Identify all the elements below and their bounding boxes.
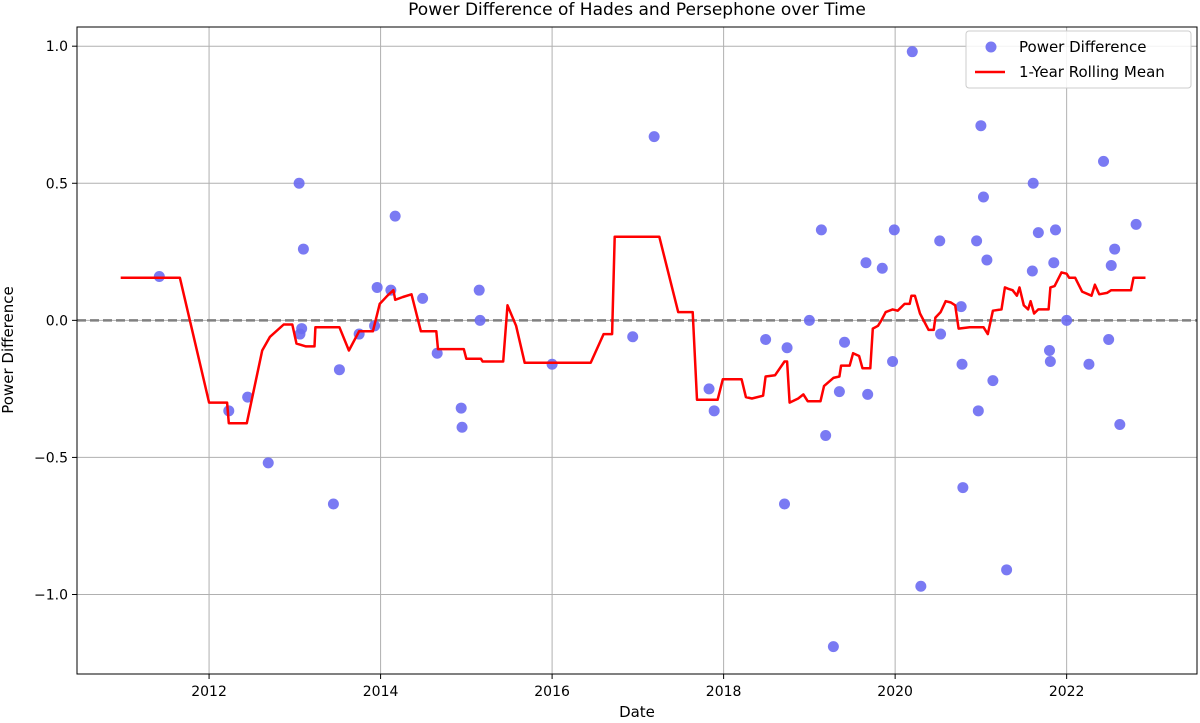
x-tick-label-3: 2018 (706, 684, 742, 700)
scatter-point-14 (389, 210, 401, 222)
scatter-point-25 (708, 405, 720, 417)
scatter-point-41 (915, 580, 927, 592)
scatter-point-50 (977, 191, 989, 203)
scatter-point-63 (1098, 155, 1110, 167)
scatter-point-29 (803, 314, 815, 326)
rolling-mean-line (120, 235, 1146, 425)
scatter-point-49 (975, 120, 987, 132)
scatter-point-16 (431, 347, 443, 359)
scatter-point-42 (934, 235, 946, 247)
scatter-point-7 (297, 243, 309, 255)
x-tick-label-5: 2022 (1049, 684, 1085, 700)
chart-title: Power Difference of Hades and Persephone… (408, 0, 866, 20)
scatter-point-58 (1044, 355, 1056, 367)
scatter-point-45 (956, 358, 968, 370)
x-axis-title: Date (619, 703, 655, 721)
x-axis: 2012 2014 2016 2018 2020 2022 (191, 674, 1084, 700)
scatter-point-2 (242, 391, 254, 403)
scatter-point-64 (1103, 334, 1115, 346)
scatter-point-3 (262, 457, 274, 469)
scatter-point-34 (839, 336, 851, 348)
y-tick-label-2: 0.0 (46, 313, 68, 329)
y-tick-label-4: 1.0 (46, 39, 68, 55)
scatter-point-15 (417, 292, 429, 304)
x-tick-label-1: 2014 (363, 684, 399, 700)
scatter-point-53 (1001, 564, 1013, 576)
scatter-point-60 (1049, 224, 1061, 236)
scatter-point-54 (1026, 265, 1038, 277)
scatter-point-4 (293, 177, 305, 189)
scatter-point-9 (333, 364, 345, 376)
scatter-point-28 (781, 342, 793, 354)
scatter-point-48 (972, 405, 984, 417)
legend-label-power-difference: Power Difference (1019, 38, 1146, 56)
scatter-point-27 (779, 498, 791, 510)
scatter-point-26 (760, 334, 772, 346)
scatter-point-18 (456, 421, 468, 433)
scatter-point-8 (327, 498, 339, 510)
scatter-point-62 (1083, 358, 1095, 370)
scatter-point-17 (455, 402, 467, 414)
plot-frame (76, 26, 1198, 675)
scatter-point-6 (296, 323, 308, 335)
scatter-point-37 (876, 262, 888, 274)
scatter-point-52 (987, 375, 999, 387)
scatter-point-23 (648, 131, 660, 143)
scatter-point-66 (1109, 243, 1121, 255)
scatter-point-51 (981, 254, 993, 266)
scatter-point-38 (887, 355, 899, 367)
scatter-point-21 (546, 358, 558, 370)
legend-marker-power-difference (985, 41, 997, 53)
scatter-point-68 (1130, 218, 1142, 230)
scatter-point-35 (860, 257, 872, 269)
scatter-point-12 (371, 281, 383, 293)
scatter-point-61 (1061, 314, 1073, 326)
legend-box (965, 30, 1192, 89)
y-tick-label-1: −0.5 (34, 450, 68, 466)
scatter-point-44 (955, 301, 967, 313)
scatter-point-39 (888, 224, 900, 236)
scatter-point-20 (474, 314, 486, 326)
legend: Power Difference 1-Year Rolling Mean (965, 30, 1192, 89)
x-tick-label-4: 2020 (877, 684, 913, 700)
scatter-point-33 (833, 386, 845, 398)
y-tick-label-0: −1.0 (34, 587, 68, 603)
scatter-point-36 (862, 388, 874, 400)
x-tick-label-0: 2012 (191, 684, 227, 700)
scatter-point-65 (1105, 260, 1117, 272)
scatter-point-67 (1114, 419, 1126, 431)
scatter-point-22 (627, 331, 639, 343)
scatter-point-57 (1043, 345, 1055, 356)
scatter-point-0 (153, 270, 165, 282)
rolling-mean-series (120, 235, 1146, 425)
y-axis: −1.0 −0.5 0.0 0.5 1.0 (34, 39, 77, 603)
scatter-point-32 (827, 641, 839, 653)
scatter-point-40 (906, 46, 918, 58)
y-tick-label-3: 0.5 (46, 176, 68, 192)
scatter-point-46 (957, 482, 969, 494)
legend-label-rolling-mean: 1-Year Rolling Mean (1019, 63, 1165, 81)
scatter-point-59 (1048, 257, 1060, 269)
y-axis-title: Power Difference (0, 286, 17, 413)
scatter-point-31 (820, 429, 832, 441)
scatter-point-47 (971, 235, 983, 247)
scatter-point-43 (935, 328, 947, 340)
scatter-point-24 (703, 383, 715, 395)
x-tick-label-2: 2016 (534, 684, 570, 700)
scatter-point-56 (1032, 227, 1044, 239)
scatter-point-30 (815, 224, 827, 236)
scatter-point-55 (1027, 177, 1039, 189)
scatter-point-19 (473, 284, 485, 296)
scatter-series (153, 46, 1142, 653)
grid (77, 27, 1197, 674)
